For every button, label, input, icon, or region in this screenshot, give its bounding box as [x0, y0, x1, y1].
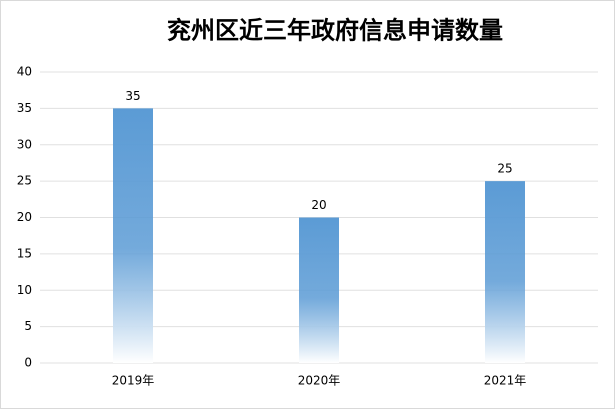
- y-tick-label: 15: [17, 246, 32, 260]
- y-tick-label: 5: [24, 319, 32, 333]
- x-tick-label: 2020年: [298, 374, 341, 388]
- y-tick-label: 35: [17, 101, 32, 115]
- x-tick-label: 2021年: [484, 374, 527, 388]
- data-label: 20: [311, 198, 326, 212]
- bar: [113, 108, 153, 363]
- bar: [299, 217, 339, 363]
- data-label: 35: [125, 89, 140, 103]
- y-tick-label: 25: [17, 174, 32, 188]
- y-tick-label: 20: [17, 210, 32, 224]
- data-label: 25: [497, 162, 512, 176]
- x-tick-label: 2019年: [112, 374, 155, 388]
- y-tick-label: 30: [17, 137, 32, 151]
- bar: [485, 181, 525, 363]
- chart-title: 兖州区近三年政府信息申请数量: [167, 16, 503, 45]
- y-tick-label: 0: [24, 356, 32, 370]
- y-tick-label: 40: [17, 65, 32, 79]
- y-tick-label: 10: [17, 283, 32, 297]
